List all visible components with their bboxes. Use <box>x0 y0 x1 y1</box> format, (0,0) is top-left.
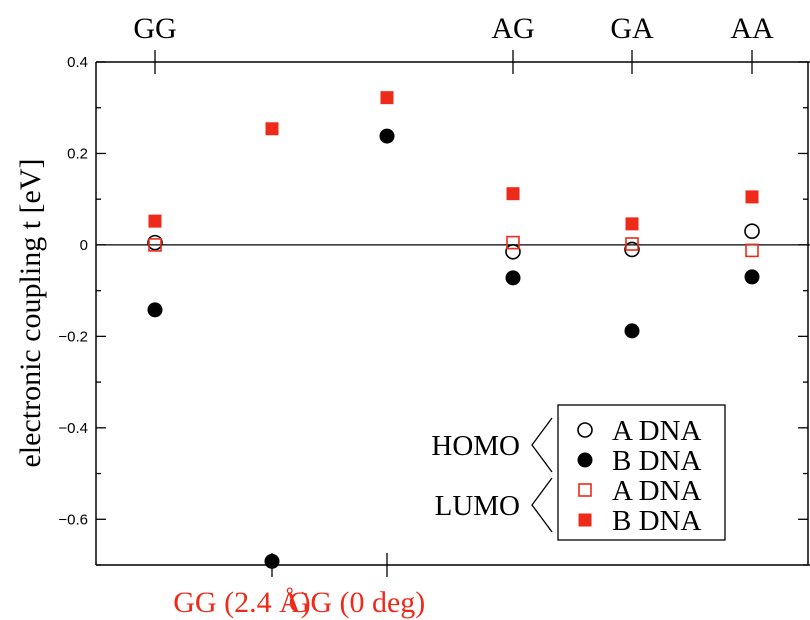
data-point <box>624 323 640 339</box>
y-tick-label: −0.4 <box>58 420 88 437</box>
data-point <box>745 243 759 258</box>
data-point <box>505 270 521 286</box>
legend-entry-label: A DNA <box>612 475 701 507</box>
data-point <box>744 223 760 239</box>
legend-marker <box>577 422 593 438</box>
legend-entry-label: B DNA <box>612 505 701 537</box>
y-tick-label: −0.6 <box>58 511 88 528</box>
legend-marker <box>578 483 592 497</box>
data-point <box>744 269 760 285</box>
y-tick-label: 0 <box>80 237 88 254</box>
legend-entry-label: A DNA <box>612 415 701 447</box>
y-tick-label: 0.4 <box>67 54 88 71</box>
legend-group-label: HOMO <box>431 430 520 462</box>
category-label-bottom: GG (0 deg) <box>289 586 426 619</box>
category-label-top: AA <box>730 12 774 45</box>
data-point <box>625 237 639 251</box>
legend-marker <box>578 513 592 527</box>
category-label-top: GA <box>610 12 654 45</box>
data-point <box>745 190 759 204</box>
data-point <box>264 553 280 569</box>
data-point <box>148 214 162 228</box>
data-point <box>505 243 521 260</box>
y-tick-label: −0.2 <box>58 328 88 345</box>
data-point <box>625 217 639 231</box>
legend-entry-label: B DNA <box>612 445 701 477</box>
category-label-top: GG <box>133 12 176 45</box>
data-point <box>147 302 163 318</box>
data-point <box>506 235 520 250</box>
category-label-top: AG <box>491 12 534 45</box>
legend-group-label: LUMO <box>435 490 520 522</box>
data-point <box>265 122 279 136</box>
legend-marker <box>577 452 593 468</box>
legend-bracket <box>531 417 553 473</box>
data-point <box>379 128 395 144</box>
data-point <box>506 187 520 201</box>
data-point <box>148 238 162 252</box>
data-point <box>624 241 640 258</box>
category-label-bottom: GG (2.4 Å) <box>173 586 310 619</box>
legend-bracket <box>531 477 553 533</box>
data-point <box>147 234 163 251</box>
y-tick-label: 0.2 <box>67 145 88 162</box>
y-axis-label: electronic coupling t [eV] <box>14 158 47 467</box>
data-marks <box>147 91 760 569</box>
axes: 0.4 0.2 0 −0.2 −0.4 −0.6 GG GG (2.4 Å)GG (0 deg… <box>58 12 810 619</box>
data-point <box>380 91 394 105</box>
